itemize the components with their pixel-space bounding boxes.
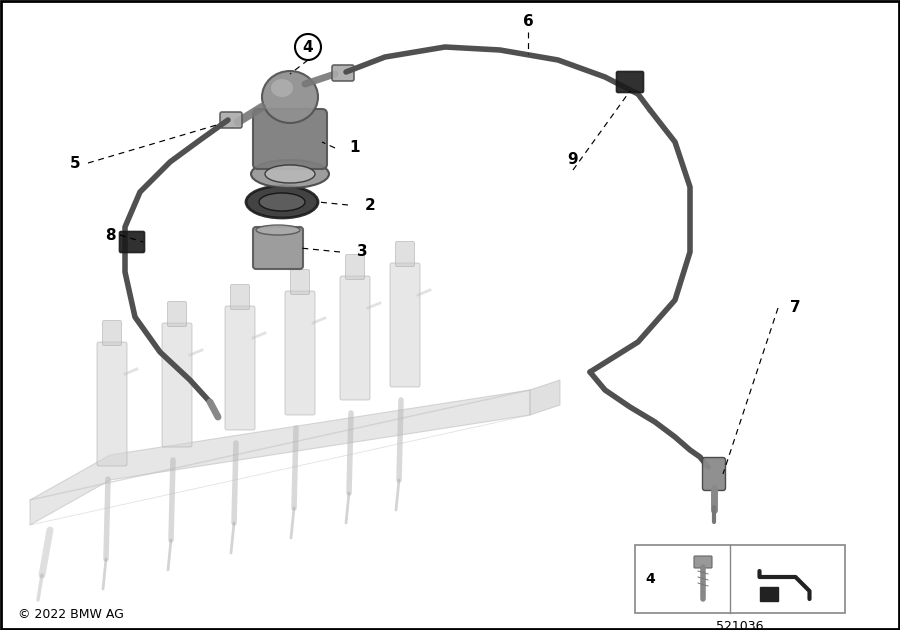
FancyBboxPatch shape: [395, 241, 415, 266]
FancyBboxPatch shape: [285, 291, 315, 415]
FancyBboxPatch shape: [390, 263, 420, 387]
FancyBboxPatch shape: [703, 457, 725, 491]
Text: 4: 4: [645, 572, 655, 586]
FancyBboxPatch shape: [103, 321, 122, 345]
FancyBboxPatch shape: [332, 65, 354, 81]
FancyBboxPatch shape: [220, 112, 242, 128]
FancyBboxPatch shape: [760, 587, 778, 601]
FancyBboxPatch shape: [340, 276, 370, 400]
Ellipse shape: [251, 160, 329, 188]
Text: 1: 1: [350, 140, 360, 156]
Text: 3: 3: [356, 244, 367, 260]
FancyBboxPatch shape: [167, 302, 186, 326]
FancyBboxPatch shape: [162, 323, 192, 447]
FancyBboxPatch shape: [120, 231, 145, 253]
FancyBboxPatch shape: [616, 71, 643, 93]
Ellipse shape: [265, 165, 315, 183]
Ellipse shape: [262, 71, 318, 123]
FancyBboxPatch shape: [291, 270, 310, 294]
Text: 6: 6: [523, 14, 534, 30]
Text: 9: 9: [568, 152, 579, 168]
Text: © 2022 BMW AG: © 2022 BMW AG: [18, 607, 124, 621]
Ellipse shape: [256, 225, 300, 235]
FancyBboxPatch shape: [253, 109, 327, 169]
Text: 2: 2: [364, 197, 375, 212]
Text: 4: 4: [302, 40, 313, 55]
FancyBboxPatch shape: [346, 255, 365, 280]
Text: 8: 8: [104, 227, 115, 243]
FancyBboxPatch shape: [97, 342, 127, 466]
Text: 5: 5: [69, 156, 80, 171]
Polygon shape: [30, 390, 530, 525]
FancyBboxPatch shape: [253, 227, 303, 269]
Ellipse shape: [259, 193, 305, 211]
Polygon shape: [530, 380, 560, 415]
Ellipse shape: [246, 186, 318, 218]
Ellipse shape: [271, 79, 293, 97]
FancyBboxPatch shape: [230, 285, 249, 309]
FancyBboxPatch shape: [694, 556, 712, 568]
Bar: [635, 545, 845, 613]
Text: 521036: 521036: [716, 621, 764, 630]
FancyBboxPatch shape: [225, 306, 255, 430]
Text: 7: 7: [789, 301, 800, 316]
